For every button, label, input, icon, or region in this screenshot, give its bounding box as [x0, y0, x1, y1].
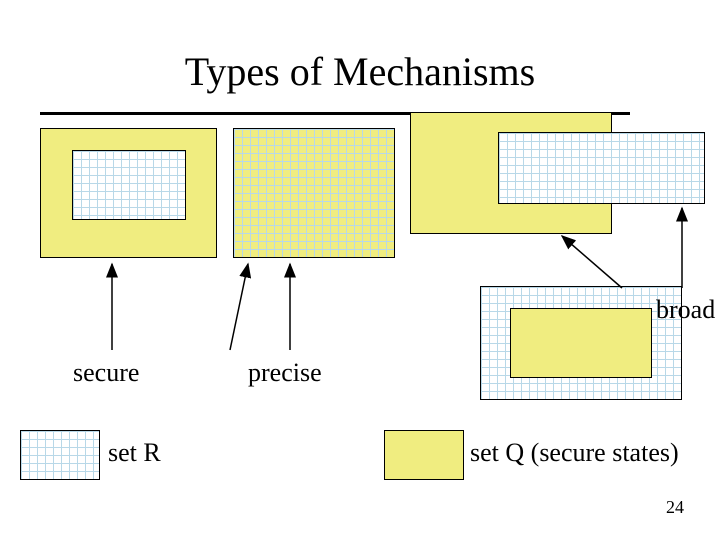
- arrow-precise1: [230, 264, 248, 350]
- arrows-layer: [0, 0, 720, 540]
- arrow-broad1: [562, 236, 622, 288]
- page-number: 24: [666, 497, 684, 518]
